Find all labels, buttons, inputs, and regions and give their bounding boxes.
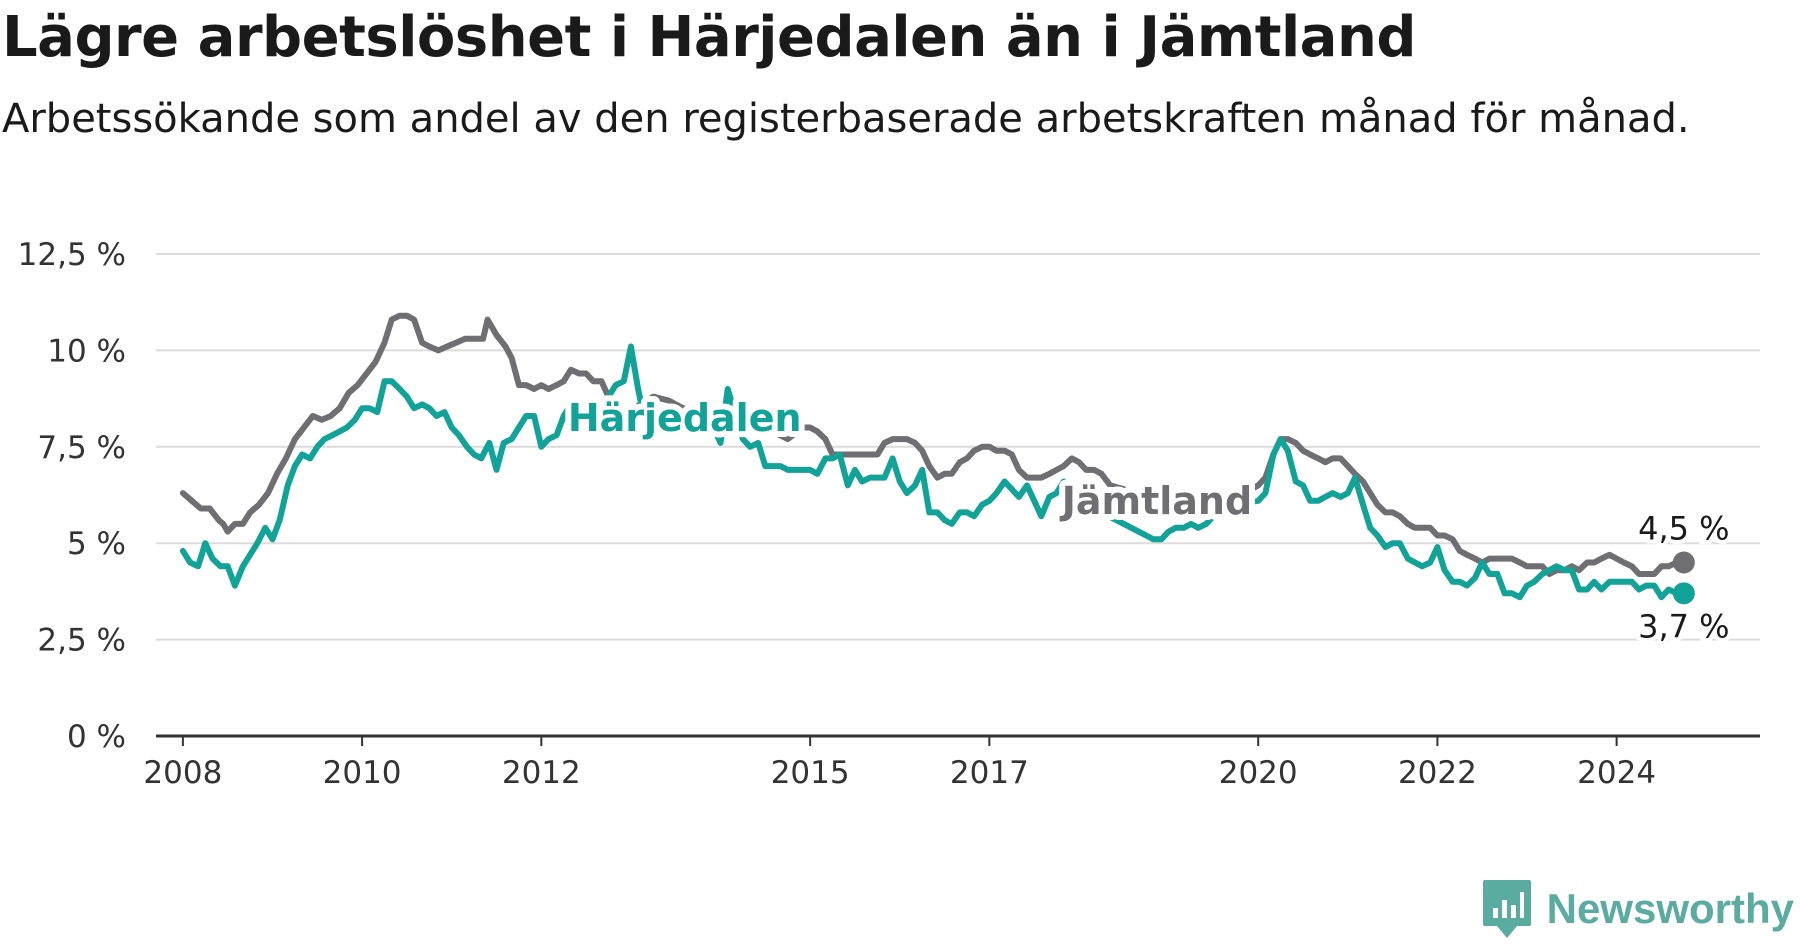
end-point <box>1672 582 1695 605</box>
x-tick-label: 2012 <box>502 755 581 791</box>
brand: Newsworthy <box>1481 878 1794 940</box>
end-point <box>1672 551 1695 574</box>
chart-subtitle: Arbetssökande som andel av den registerb… <box>2 96 1690 142</box>
series-label: Jämtland <box>1059 479 1252 523</box>
y-tick-label: 5 % <box>67 526 126 562</box>
y-tick-label: 7,5 % <box>37 430 126 466</box>
x-tick-label: 2024 <box>1577 755 1656 791</box>
y-tick-label: 0 % <box>67 719 126 755</box>
series-line-harjedalen <box>179 343 1687 601</box>
x-tick-label: 2010 <box>323 755 402 791</box>
end-value-label: 4,5 % <box>1638 509 1729 547</box>
x-tick-label: 2020 <box>1219 755 1298 791</box>
x-tick-label: 2017 <box>950 755 1029 791</box>
y-tick-label: 2,5 % <box>37 623 126 659</box>
chart-title: Lägre arbetslöshet i Härjedalen än i Jäm… <box>2 5 1416 70</box>
y-tick-label: 12,5 % <box>18 237 126 273</box>
end-value-label: 3,7 % <box>1638 607 1729 645</box>
x-tick-label: 2008 <box>143 755 222 791</box>
x-tick-label: 2015 <box>771 755 850 791</box>
y-tick-label: 10 % <box>47 333 126 369</box>
newsworthy-logo-icon <box>1482 880 1531 938</box>
series-label: Härjedalen <box>568 396 802 440</box>
series-line-jamtland <box>179 312 1687 577</box>
brand-name: Newsworthy <box>1546 885 1794 932</box>
x-tick-label: 2022 <box>1398 755 1477 791</box>
